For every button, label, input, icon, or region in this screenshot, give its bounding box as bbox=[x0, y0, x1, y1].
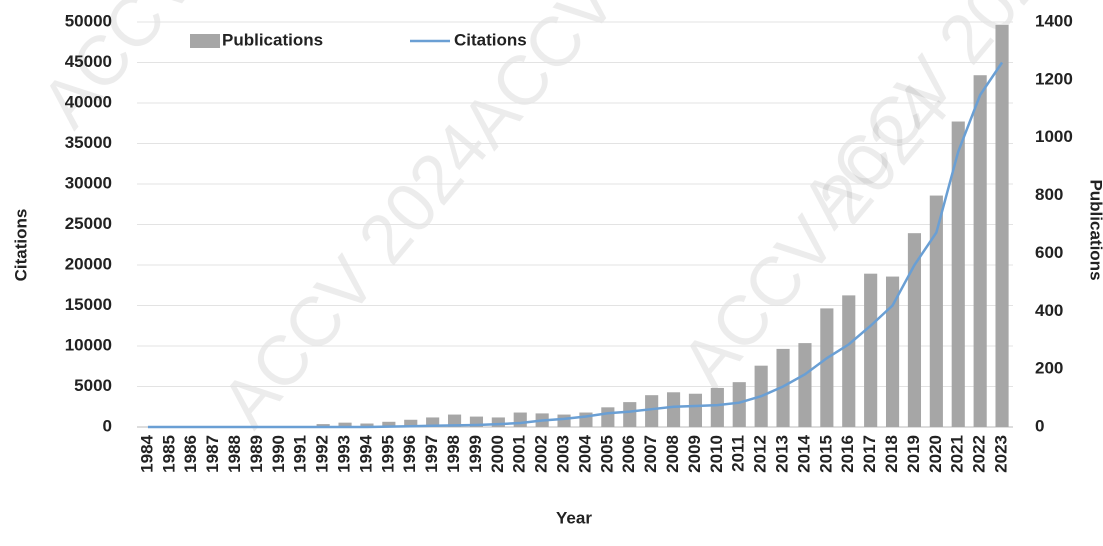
x-tick-label: 1984 bbox=[137, 434, 156, 472]
x-tick-label: 2005 bbox=[597, 435, 616, 473]
y-tick-label: 25000 bbox=[65, 214, 112, 233]
y2-tick-label: 1400 bbox=[1035, 11, 1073, 30]
bar bbox=[842, 295, 856, 427]
y2-axis-label: Publications bbox=[1087, 179, 1103, 280]
watermark: ACCV 2024 bbox=[446, 0, 743, 162]
x-tick-label: 1998 bbox=[444, 435, 463, 473]
x-tick-label: 2007 bbox=[641, 435, 660, 473]
bar bbox=[338, 422, 352, 427]
x-tick-label: 1985 bbox=[159, 435, 178, 473]
watermarks: ACCV 2024 ACCV 2024 ACCV 2024 ACCV 2024 … bbox=[26, 0, 1083, 442]
bar bbox=[820, 308, 834, 427]
bar bbox=[316, 424, 330, 427]
x-tick-label: 2008 bbox=[663, 435, 682, 473]
x-tick-label: 1991 bbox=[291, 435, 310, 473]
y-tick-label: 50000 bbox=[65, 11, 112, 30]
x-tick-label: 2017 bbox=[860, 435, 879, 473]
bar bbox=[382, 421, 396, 427]
bar bbox=[666, 392, 681, 427]
y-axis-label: Citations bbox=[11, 209, 30, 282]
bar bbox=[973, 75, 987, 427]
y2-tick-label: 400 bbox=[1035, 301, 1063, 320]
y2-tick-label: 200 bbox=[1035, 359, 1063, 378]
x-tick-label: 2018 bbox=[882, 435, 901, 473]
y2-tick-label: 800 bbox=[1035, 185, 1063, 204]
x-tick-label: 1993 bbox=[335, 435, 354, 473]
bar bbox=[907, 233, 922, 427]
watermark: ACCV 2024 bbox=[206, 108, 503, 441]
y-tick-label: 5000 bbox=[74, 376, 112, 395]
x-tick-label: 2003 bbox=[554, 435, 573, 473]
y2-tick-label: 0 bbox=[1035, 416, 1044, 435]
bar bbox=[776, 348, 790, 427]
x-tick-label: 2015 bbox=[816, 435, 835, 473]
y-tick-label: 20000 bbox=[65, 254, 112, 273]
bar bbox=[688, 393, 703, 427]
x-axis-label: Year bbox=[556, 508, 592, 527]
bar bbox=[864, 273, 878, 427]
y-tick-label: 10000 bbox=[65, 335, 112, 354]
x-tick-label: 2020 bbox=[926, 435, 945, 473]
y-tick-label: 0 bbox=[103, 416, 112, 435]
x-tick-label: 2011 bbox=[729, 435, 748, 472]
bar bbox=[360, 423, 374, 427]
x-tick-label: 2009 bbox=[685, 435, 704, 473]
bar bbox=[623, 402, 637, 427]
x-tick-label: 1999 bbox=[466, 435, 485, 473]
bar bbox=[885, 276, 900, 427]
bar bbox=[732, 382, 746, 427]
bar bbox=[404, 419, 418, 427]
bar bbox=[710, 387, 724, 427]
bar bbox=[491, 417, 505, 427]
bar bbox=[645, 395, 659, 427]
bar bbox=[447, 414, 462, 427]
line bbox=[147, 61, 1004, 429]
bar bbox=[469, 416, 484, 427]
x-tick-label: 2016 bbox=[838, 435, 857, 473]
x-tick-label: 2021 bbox=[948, 435, 967, 473]
y-tick-label: 35000 bbox=[65, 133, 112, 152]
bar bbox=[601, 407, 615, 427]
bar bbox=[557, 414, 571, 427]
y-tick-label: 40000 bbox=[65, 92, 112, 111]
x-tick-label: 2014 bbox=[794, 434, 813, 472]
y2-tick-label: 600 bbox=[1035, 243, 1063, 262]
y2-tick-label: 1000 bbox=[1035, 127, 1073, 146]
y-tick-label: 30000 bbox=[65, 173, 112, 192]
y-tick-label: 45000 bbox=[65, 52, 112, 71]
legend-swatch bbox=[190, 34, 220, 48]
y-tick-label: 15000 bbox=[65, 295, 112, 314]
bar bbox=[995, 24, 1009, 428]
x-tick-label: 1986 bbox=[181, 435, 200, 473]
x-tick-label: 2023 bbox=[992, 435, 1011, 473]
x-tick-label: 2004 bbox=[575, 434, 594, 472]
x-tick-label: 1987 bbox=[203, 435, 222, 473]
legend-label: Publications bbox=[222, 30, 323, 49]
bar bbox=[426, 417, 440, 427]
x-tick-label: 2019 bbox=[904, 435, 923, 473]
x-tick-label: 1996 bbox=[400, 435, 419, 473]
x-tick-label: 2002 bbox=[532, 435, 551, 473]
bar bbox=[798, 343, 812, 427]
x-tick-label: 2012 bbox=[751, 435, 770, 473]
x-tick-label: 1994 bbox=[356, 434, 375, 472]
bar bbox=[929, 195, 943, 427]
bar bbox=[951, 121, 965, 427]
y2-tick-label: 1200 bbox=[1035, 69, 1073, 88]
legend-label: Citations bbox=[454, 30, 527, 49]
x-tick-label: 2013 bbox=[773, 435, 792, 473]
bar bbox=[513, 412, 527, 427]
x-tick-label: 2022 bbox=[970, 435, 989, 473]
x-tick-label: 2000 bbox=[488, 435, 507, 473]
x-tick-label: 1988 bbox=[225, 435, 244, 473]
x-tick-label: 1989 bbox=[247, 435, 266, 473]
x-tick-label: 1997 bbox=[422, 435, 441, 473]
x-tick-label: 2001 bbox=[510, 435, 529, 473]
x-tick-label: 1995 bbox=[378, 435, 397, 473]
x-tick-label: 2006 bbox=[619, 435, 638, 473]
x-tick-label: 2010 bbox=[707, 435, 726, 473]
x-tick-label: 1990 bbox=[269, 435, 288, 473]
x-tick-label: 1992 bbox=[313, 435, 332, 473]
